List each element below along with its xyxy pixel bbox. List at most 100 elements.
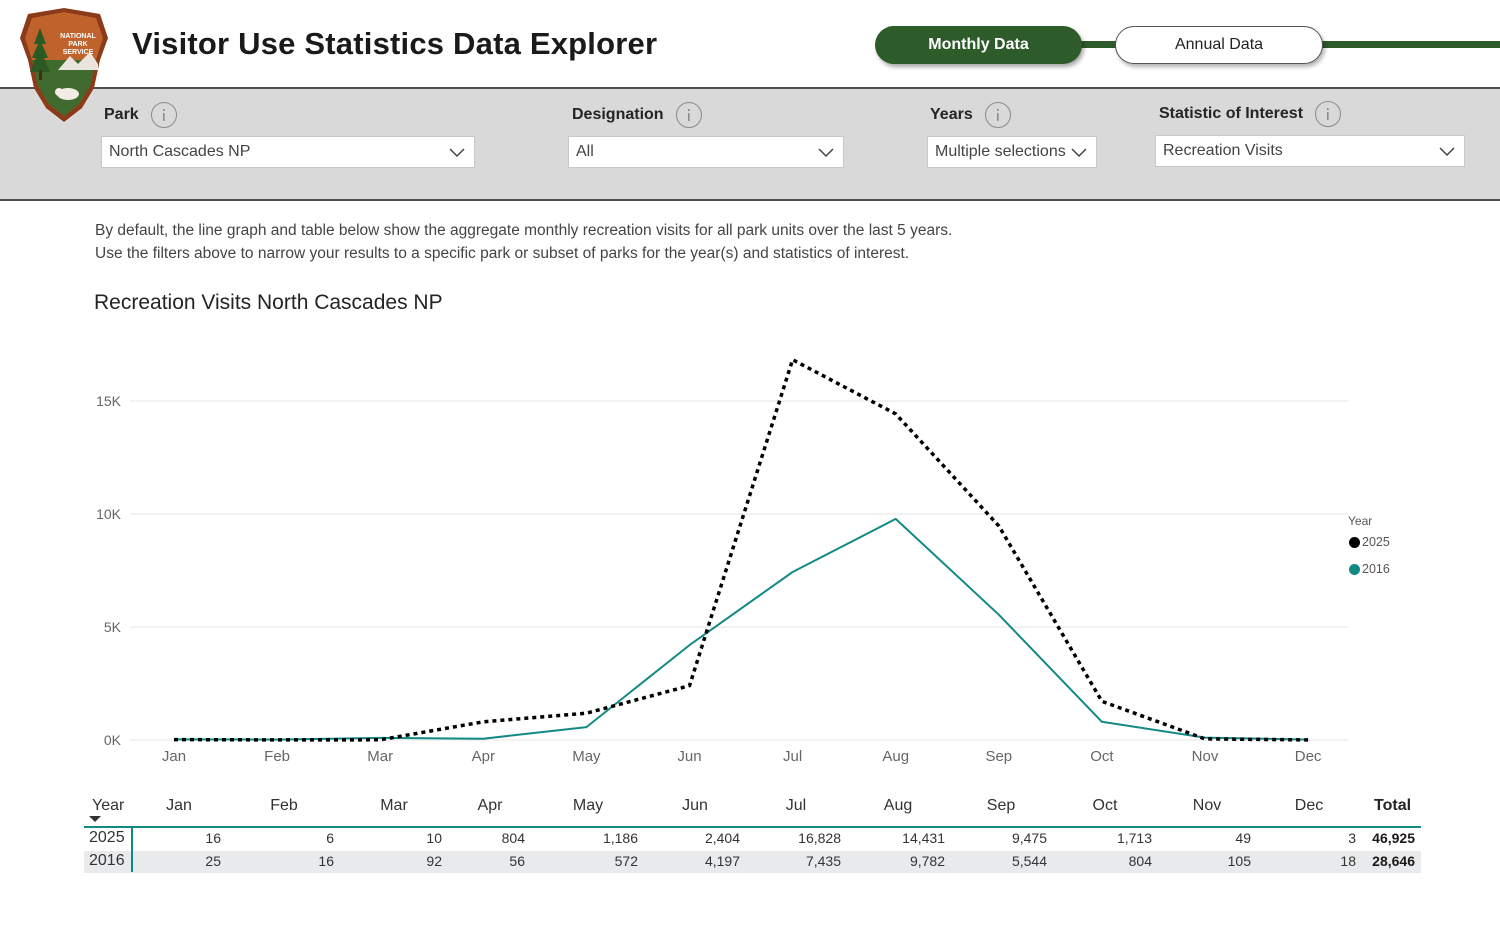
years-dropdown[interactable]: Multiple selections [927, 136, 1097, 168]
y-tick-label: 15K [96, 393, 122, 409]
designation-dropdown[interactable]: All [568, 136, 844, 168]
park-info-icon[interactable] [150, 102, 177, 128]
table-cell: 7,435 [805, 853, 841, 869]
statistic-dropdown-value: Recreation Visits [1163, 142, 1283, 159]
chevron-down-icon [1071, 148, 1087, 158]
years-dropdown-value: Multiple selections [935, 143, 1066, 160]
table-cell: 1,713 [1116, 830, 1152, 846]
table-header-dec[interactable]: Dec [1294, 797, 1324, 814]
table-cell: 5,544 [1011, 853, 1047, 869]
designation-filter-label: Designation [572, 102, 702, 128]
park-filter-label-text: Park [104, 106, 139, 123]
x-tick-label: Dec [1295, 748, 1322, 765]
x-tick-label: Sep [985, 748, 1012, 765]
table-cell-year: 2025 [89, 829, 125, 846]
designation-filter-label-text: Designation [572, 106, 664, 123]
park-filter-label: Park [104, 102, 177, 128]
table-cell: 1,186 [602, 830, 638, 846]
years-filter-label: Years [930, 102, 1011, 128]
table-cell: 572 [614, 853, 638, 869]
table-cell: 10 [426, 830, 442, 846]
legend-dot-2016 [1349, 563, 1360, 575]
table-cell: 25 [205, 853, 221, 869]
table-cell: 14,431 [902, 830, 945, 846]
table-header-jan[interactable]: Jan [166, 797, 192, 814]
statistic-filter-label: Statistic of Interest [1159, 101, 1342, 127]
sort-descending-icon [89, 816, 101, 822]
legend-title: Year [1348, 514, 1373, 528]
series-line-2016[interactable] [173, 517, 1309, 741]
x-tick-label: Mar [367, 748, 393, 765]
logo-text-line-2: PARK [68, 41, 87, 48]
table-cell-total: 46,925 [1372, 830, 1415, 846]
table-cell: 16 [205, 830, 221, 846]
x-tick-label: Feb [264, 748, 290, 765]
chart-title: Recreation Visits North Cascades NP [94, 291, 443, 314]
legend-label-2025: 2025 [1362, 535, 1390, 549]
designation-info-icon[interactable] [675, 102, 702, 128]
table-cell: 9,475 [1011, 830, 1047, 846]
designation-dropdown-value: All [576, 143, 594, 160]
table-header-oct[interactable]: Oct [1092, 797, 1118, 814]
table-cell: 4,197 [704, 853, 740, 869]
table-cell: 6 [326, 830, 334, 846]
statistic-info-icon[interactable] [1315, 101, 1342, 127]
park-dropdown[interactable]: North Cascades NP [101, 136, 475, 168]
table-cell: 92 [426, 853, 442, 869]
tab-monthly-data[interactable]: Monthly Data [875, 26, 1082, 64]
table-cell: 2,404 [704, 830, 740, 846]
chevron-down-icon [818, 148, 834, 158]
chevron-down-icon [449, 148, 465, 158]
table-header-mar[interactable]: Mar [380, 797, 408, 814]
logo-text-line-1: NATIONAL [60, 33, 96, 40]
table-header-total[interactable]: Total [1374, 797, 1412, 814]
table-header-year[interactable]: Year [92, 797, 125, 814]
table-cell: 16 [318, 853, 334, 869]
x-tick-label: Oct [1090, 748, 1114, 765]
logo-text-line-3: SERVICE [63, 49, 94, 56]
park-dropdown-value: North Cascades NP [109, 143, 251, 160]
table-header-sep[interactable]: Sep [986, 797, 1016, 814]
table-cell: 49 [1235, 830, 1251, 846]
series-line-2025[interactable] [173, 357, 1309, 742]
x-tick-label: Aug [882, 748, 909, 765]
app-title: Visitor Use Statistics Data Explorer [132, 26, 658, 61]
table-cell: 804 [501, 830, 525, 846]
description-line-1: By default, the line graph and table bel… [95, 222, 953, 239]
statistic-dropdown[interactable]: Recreation Visits [1155, 135, 1465, 167]
x-tick-label: Nov [1192, 748, 1219, 765]
table-header-divider [84, 826, 1421, 828]
table-cell: 105 [1227, 853, 1251, 869]
years-filter-label-text: Years [930, 106, 973, 123]
x-tick-label: Jun [677, 748, 701, 765]
x-tick-label: Jul [783, 748, 802, 765]
table-header-nov[interactable]: Nov [1192, 797, 1222, 814]
legend-item-2025[interactable]: 2025 [1349, 535, 1390, 549]
table-year-separator [131, 828, 133, 872]
years-info-icon[interactable] [984, 102, 1011, 128]
legend-item-2016[interactable]: 2016 [1349, 562, 1390, 576]
legend-dot-2025 [1349, 536, 1360, 548]
table-cell: 804 [1128, 853, 1152, 869]
table-header-apr[interactable]: Apr [477, 797, 503, 814]
table-header-jul[interactable]: Jul [785, 797, 807, 814]
table-header-may[interactable]: May [572, 797, 604, 814]
x-tick-label: May [572, 748, 601, 765]
table-header-aug[interactable]: Aug [883, 797, 913, 814]
table-cell: 56 [509, 853, 525, 869]
table-cell-year: 2016 [89, 852, 125, 869]
table-header-feb[interactable]: Feb [270, 797, 298, 814]
statistic-filter-label-text: Statistic of Interest [1159, 105, 1304, 122]
legend-label-2016: 2016 [1362, 562, 1390, 576]
nps-logo: NATIONAL PARK SERVICE [20, 8, 108, 122]
table-header-jun[interactable]: Jun [682, 797, 708, 814]
y-tick-label: 0K [104, 732, 122, 748]
table-cell-total: 28,646 [1372, 853, 1415, 869]
table-cell: 3 [1348, 830, 1356, 846]
chevron-down-icon [1439, 147, 1455, 157]
tab-annual-data[interactable]: Annual Data [1115, 26, 1323, 64]
x-tick-label: Apr [472, 748, 495, 765]
table-cell: 18 [1340, 853, 1356, 869]
table-row-2016 [84, 851, 1421, 873]
line-chart[interactable]: 0K 5K 10K 15K Jan Feb Mar Apr May Jun Jul Aug Sep Oct… [0, 330, 1500, 780]
